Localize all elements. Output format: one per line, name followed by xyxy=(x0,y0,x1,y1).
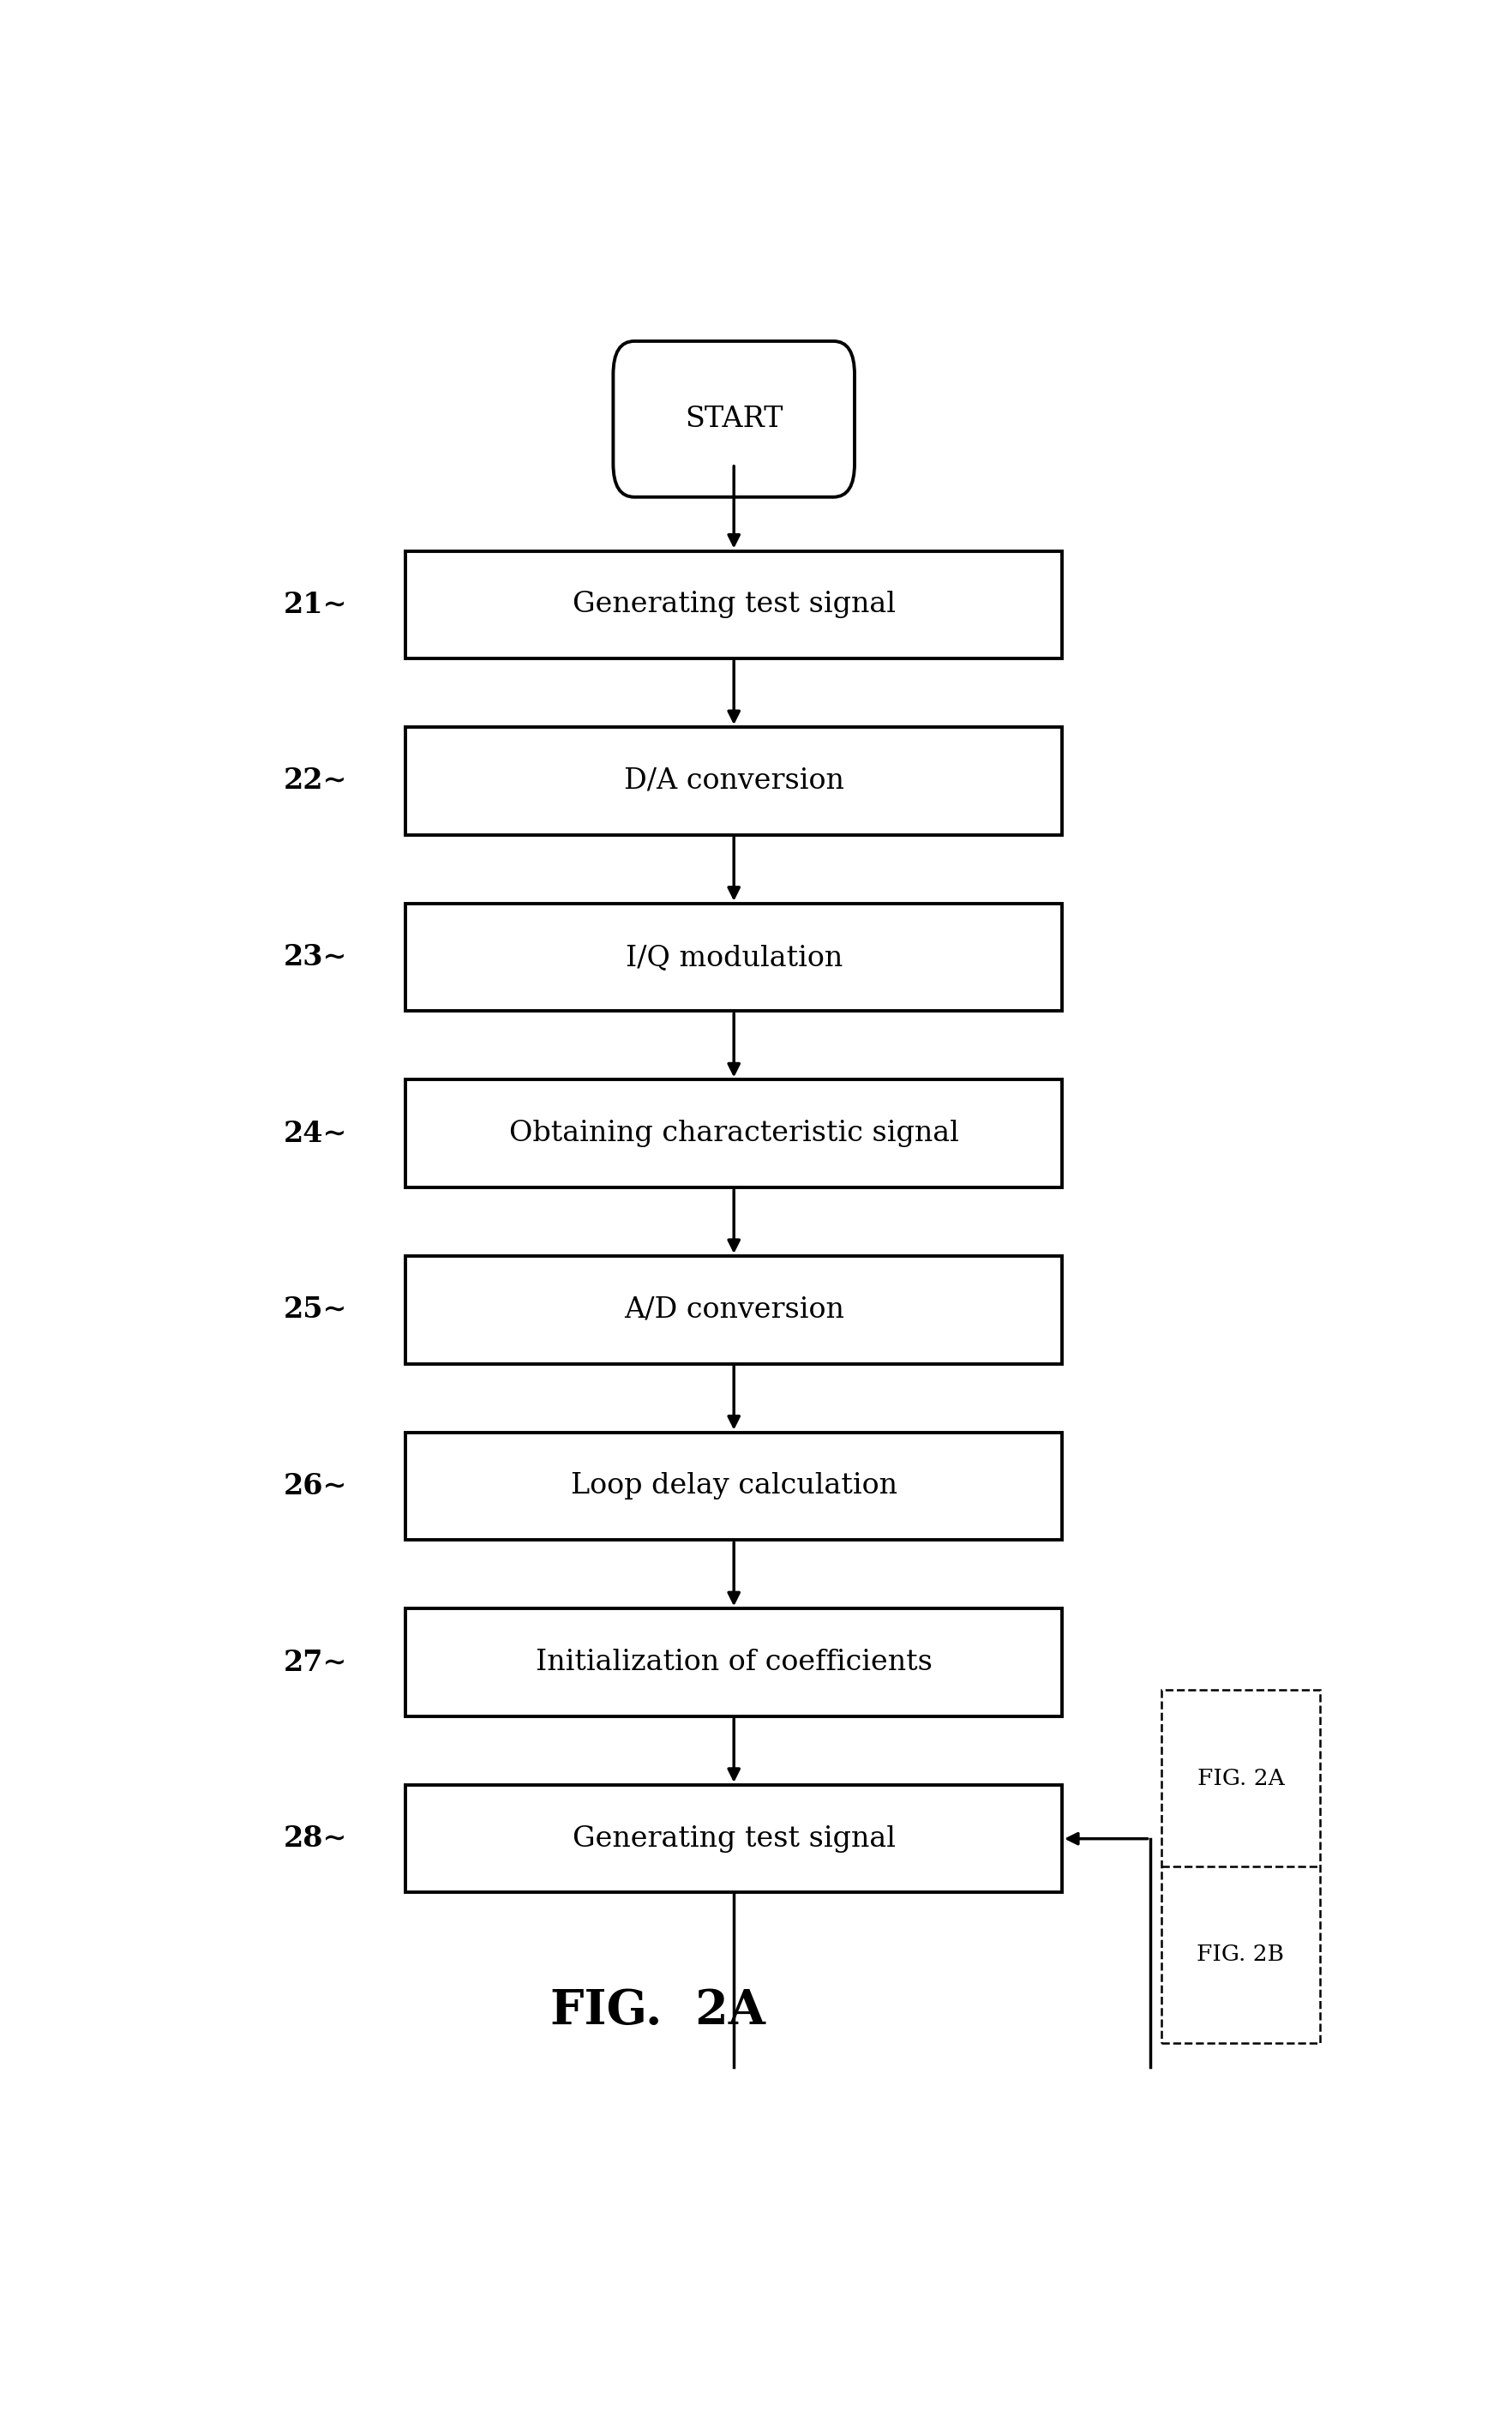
Text: 21∼: 21∼ xyxy=(283,590,348,619)
Bar xyxy=(405,1607,1061,1716)
Text: Obtaining characteristic signal: Obtaining characteristic signal xyxy=(510,1121,959,1147)
FancyBboxPatch shape xyxy=(614,342,854,496)
Text: A/D conversion: A/D conversion xyxy=(624,1297,844,1323)
Bar xyxy=(405,552,1061,658)
Text: 25∼: 25∼ xyxy=(283,1297,348,1323)
Bar xyxy=(405,1256,1061,1364)
Text: FIG. 2A: FIG. 2A xyxy=(1198,1767,1284,1788)
Text: 28∼: 28∼ xyxy=(283,1824,348,1853)
Text: 23∼: 23∼ xyxy=(283,942,348,971)
Text: 26∼: 26∼ xyxy=(283,1473,348,1501)
Text: Loop delay calculation: Loop delay calculation xyxy=(570,1473,897,1499)
Text: I/Q modulation: I/Q modulation xyxy=(626,945,842,971)
Bar xyxy=(405,1080,1061,1188)
Bar xyxy=(405,728,1061,834)
Text: FIG. 2B: FIG. 2B xyxy=(1198,1945,1284,1967)
Bar xyxy=(405,904,1061,1012)
Text: 22∼: 22∼ xyxy=(283,766,348,795)
Bar xyxy=(405,1786,1061,1892)
Text: D/A conversion: D/A conversion xyxy=(624,766,844,795)
Text: Generating test signal: Generating test signal xyxy=(573,1824,895,1853)
Bar xyxy=(405,1432,1061,1540)
Bar xyxy=(1161,1689,1320,2044)
Text: 27∼: 27∼ xyxy=(283,1648,348,1677)
Text: FIG.  2A: FIG. 2A xyxy=(550,1988,765,2034)
Text: Initialization of coefficients: Initialization of coefficients xyxy=(535,1648,933,1675)
Text: 24∼: 24∼ xyxy=(283,1118,348,1147)
Text: START: START xyxy=(685,405,783,434)
Text: Generating test signal: Generating test signal xyxy=(573,590,895,619)
